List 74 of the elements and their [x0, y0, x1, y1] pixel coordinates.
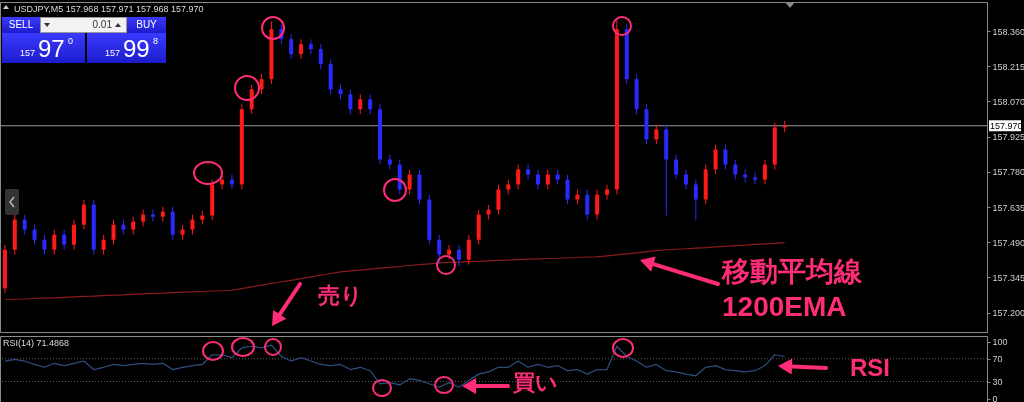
y-tick-label: 158.360 [992, 26, 1024, 37]
y-tick-label: 0 [992, 394, 998, 402]
candlestick [289, 33, 294, 60]
candlestick [723, 144, 728, 170]
annotation: 買い [513, 370, 558, 395]
annotation: BUY [127, 17, 166, 33]
annotation: 157 [20, 48, 36, 58]
candlestick [160, 206, 165, 223]
candlestick [101, 234, 106, 256]
candlestick [190, 214, 195, 235]
candlestick [308, 38, 313, 55]
annotation: 1200EMA [722, 291, 847, 322]
y-tick-label: 158.215 [992, 61, 1024, 72]
candlestick [762, 159, 767, 185]
candlestick [111, 219, 116, 246]
candlestick [733, 159, 738, 180]
candlestick [496, 184, 501, 216]
candlestick [348, 88, 353, 115]
candlestick [683, 169, 688, 190]
candlestick [259, 73, 264, 95]
candlestick [368, 93, 373, 115]
annotation: 8 [153, 36, 159, 46]
candlestick [713, 144, 718, 175]
candlestick [22, 214, 27, 235]
annotation: 99 [123, 35, 150, 62]
annotation: 97 [38, 35, 65, 62]
candlestick [81, 199, 86, 231]
candlestick [32, 224, 37, 246]
candlestick [654, 124, 659, 145]
y-tick-label: 157.780 [992, 167, 1024, 178]
annotation: 157 [105, 48, 121, 58]
y-tick-label: 100 [992, 337, 1008, 348]
candlestick [437, 234, 442, 265]
candlestick [407, 169, 412, 195]
candlestick [516, 164, 521, 190]
annotation: 0 [68, 36, 74, 46]
y-tick-label: 157.925 [992, 132, 1024, 143]
candlestick [545, 169, 550, 190]
candlestick [595, 189, 600, 220]
candlestick [535, 169, 540, 190]
candlestick [526, 164, 531, 180]
candlestick [62, 229, 67, 250]
y-tick-label: 157.345 [992, 272, 1024, 283]
candlestick [693, 179, 698, 221]
y-tick-label: 158.070 [992, 96, 1024, 107]
candlestick [753, 172, 758, 185]
candlestick [605, 184, 609, 201]
candlestick [456, 244, 461, 267]
annotation: 移動平均線 [722, 256, 862, 287]
chart-title: USDJPY,M5 157.968 157.971 157.968 157.970 [14, 4, 204, 14]
annotation: 売り [318, 283, 363, 308]
candlestick [565, 174, 570, 205]
candlestick [170, 206, 175, 241]
y-tick-label: 30 [992, 377, 1003, 388]
annotation: 0.01 [91, 18, 112, 32]
candlestick [447, 244, 452, 260]
y-tick-label: 157.490 [992, 237, 1024, 248]
candlestick [585, 189, 590, 220]
annotation: RSI [850, 354, 891, 381]
candlestick [674, 154, 679, 180]
candlestick [42, 234, 47, 256]
candlestick [299, 38, 304, 60]
candlestick [358, 93, 363, 115]
annotation: SELL [2, 17, 40, 33]
y-tick-label: 70 [992, 354, 1003, 365]
candlestick [318, 43, 323, 70]
chart-title: RSI(14) 71.4868 [3, 338, 70, 348]
y-tick-label: 157.635 [992, 202, 1024, 213]
candlestick [141, 209, 146, 227]
candlestick [72, 219, 77, 250]
candlestick [52, 229, 57, 256]
y-tick-label: 157.200 [992, 308, 1024, 319]
candlestick [387, 154, 392, 170]
candlestick [466, 234, 471, 266]
